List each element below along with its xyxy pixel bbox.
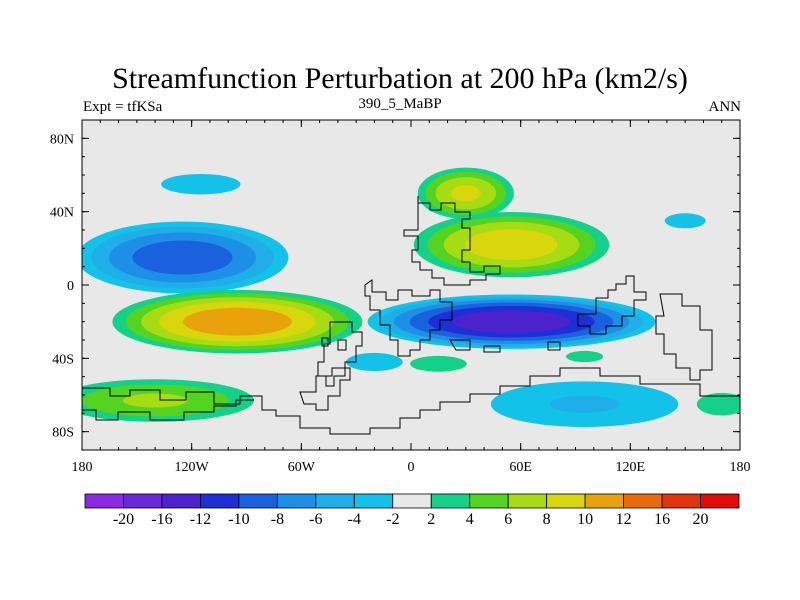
colorbar-swatch: [276, 493, 317, 509]
colorbar-label: 8: [543, 511, 551, 528]
colorbar-label: 12: [616, 511, 632, 528]
colorbar-swatch: [507, 493, 548, 509]
colorbar-swatch: [123, 493, 163, 509]
contour-level: [450, 185, 481, 202]
contour-level: [161, 174, 241, 195]
colorbar-label: -2: [386, 511, 399, 528]
lon-tick-label: 60W: [288, 460, 316, 475]
lat-tick-label: 80N: [50, 132, 74, 147]
colorbar-label: 6: [504, 511, 512, 528]
colorbar-label: -6: [309, 511, 322, 528]
colorbar-label: -10: [228, 511, 249, 528]
lat-tick-label: 40N: [50, 206, 74, 221]
colorbar-swatch: [700, 493, 740, 509]
colorbar-label: -20: [113, 511, 134, 528]
coastline-eurasia: [403, 196, 501, 286]
colorbar-label: 16: [654, 511, 670, 528]
run-label: 390_5_MaBP: [358, 96, 442, 112]
coastline-south-atlantic: [449, 339, 501, 353]
colorbar: -20 -16 -12 -10 -8 -6 -4 -2 2 4 6 8 10 12 16 20: [84, 493, 740, 528]
contour-level: [549, 395, 620, 413]
blob-dateline-high: [696, 392, 740, 416]
lat-tick-label: 40S: [52, 352, 74, 367]
colorbar-swatch: [469, 493, 509, 509]
colorbar-swatch: [353, 493, 394, 509]
colorbar-swatch: [430, 493, 471, 509]
contour-level: [346, 352, 403, 372]
colorbar-swatch: [238, 493, 278, 509]
blob-eurasia-high-south: [413, 212, 610, 278]
blob-southern-ocean-low-east: [490, 381, 679, 428]
contour-level: [410, 355, 467, 372]
coastline-pacific-islands: [655, 293, 713, 381]
blob-atlantic-low-south: [346, 352, 403, 372]
lat-tick-label: 0: [67, 279, 74, 294]
colorbar-swatch: [84, 493, 124, 509]
coastline-small-islands: [321, 337, 561, 351]
coastline-antarctica: [82, 367, 740, 435]
colorbar-swatch: [200, 493, 240, 509]
coastline: [82, 196, 740, 435]
contour-level: [664, 213, 706, 229]
blob-south-pacific-high: [112, 289, 363, 354]
coastline-south-america: [317, 321, 363, 387]
lon-tick-label: 120E: [616, 460, 646, 475]
blob-arctic-pacific-low: [161, 174, 241, 195]
blob-indian-ocean-low: [367, 294, 656, 349]
contour-level: [132, 240, 233, 275]
map-title: Streamfunction Perturbation at 200 hPa (…: [112, 62, 688, 95]
lat-tick-label: 80S: [52, 426, 74, 441]
colorbar-label: -12: [190, 511, 211, 528]
colorbar-swatch: [623, 493, 663, 509]
colorbar-label: -8: [271, 511, 284, 528]
blob-south-africa-high: [410, 355, 467, 372]
lon-tick-label: 180: [72, 460, 93, 475]
coastline-weddell: [299, 367, 351, 411]
blob-eurasia-high-north: [417, 167, 514, 219]
contour-field: [82, 167, 740, 428]
blob-north-pacific-low: [82, 221, 289, 294]
period-label: ANN: [708, 99, 742, 115]
contour-level: [696, 392, 740, 416]
colorbar-swatch: [546, 493, 586, 509]
contour-level: [182, 307, 292, 336]
colorbar-label: -16: [151, 511, 172, 528]
colorbar-label: 2: [427, 511, 435, 528]
lon-tick-label: 0: [408, 460, 415, 475]
axis-labels: 180 120W 60W 0 60E 120E 180 80N 40N 0 40S 80S: [50, 132, 751, 475]
colorbar-label: 20: [693, 511, 709, 528]
colorbar-label: 4: [466, 511, 474, 528]
colorbar-swatch: [315, 493, 355, 509]
coastline-australia: [577, 275, 647, 335]
axis-ticks: [81, 119, 741, 451]
contour-level: [452, 310, 571, 333]
colorbar-label: 10: [577, 511, 593, 528]
colorbar-swatch: [661, 493, 701, 509]
colorbar-swatch: [392, 493, 432, 509]
contour-level: [465, 229, 558, 261]
lon-tick-label: 60E: [509, 460, 532, 475]
colorbar-label: -4: [348, 511, 361, 528]
colorbar-swatch: [161, 493, 201, 509]
lon-tick-label: 180: [730, 460, 751, 475]
blob-indian-ocean-high: [566, 350, 604, 363]
contour-level: [566, 350, 604, 363]
experiment-label: Expt = tfKSa: [83, 99, 163, 115]
coastline-africa: [364, 279, 453, 357]
colorbar-swatch: [584, 493, 624, 509]
blob-southern-ocean-high-west: [82, 379, 254, 422]
blob-far-east-pacific-low: [664, 213, 706, 229]
coastline-antarctic-west: [82, 399, 254, 421]
lon-tick-label: 120W: [175, 460, 210, 475]
contour-level: [122, 393, 188, 408]
